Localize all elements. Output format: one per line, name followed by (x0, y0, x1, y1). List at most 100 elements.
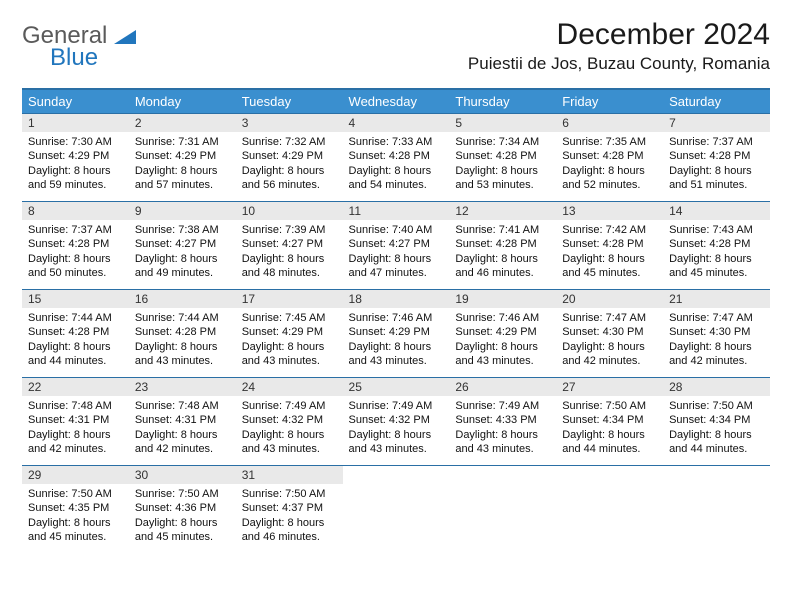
calendar-cell: 20Sunrise: 7:47 AMSunset: 4:30 PMDayligh… (556, 290, 663, 378)
logo-triangle-icon (114, 28, 136, 49)
location-subtitle: Puiestii de Jos, Buzau County, Romania (468, 54, 770, 74)
weekday-header: Tuesday (236, 89, 343, 114)
calendar-cell: 25Sunrise: 7:49 AMSunset: 4:32 PMDayligh… (343, 378, 450, 466)
day-number: 14 (663, 202, 770, 220)
day-number: 7 (663, 114, 770, 132)
day-number: 4 (343, 114, 450, 132)
calendar-cell: 4Sunrise: 7:33 AMSunset: 4:28 PMDaylight… (343, 114, 450, 202)
day-details: Sunrise: 7:50 AMSunset: 4:34 PMDaylight:… (556, 396, 663, 460)
weekday-header: Saturday (663, 89, 770, 114)
calendar-cell: 10Sunrise: 7:39 AMSunset: 4:27 PMDayligh… (236, 202, 343, 290)
day-number: 13 (556, 202, 663, 220)
day-number: 30 (129, 466, 236, 484)
calendar-cell: 27Sunrise: 7:50 AMSunset: 4:34 PMDayligh… (556, 378, 663, 466)
day-details: Sunrise: 7:35 AMSunset: 4:28 PMDaylight:… (556, 132, 663, 196)
day-number: 19 (449, 290, 556, 308)
day-number: 20 (556, 290, 663, 308)
calendar-cell: 11Sunrise: 7:40 AMSunset: 4:27 PMDayligh… (343, 202, 450, 290)
calendar-cell: 5Sunrise: 7:34 AMSunset: 4:28 PMDaylight… (449, 114, 556, 202)
day-number: 6 (556, 114, 663, 132)
calendar-cell: 7Sunrise: 7:37 AMSunset: 4:28 PMDaylight… (663, 114, 770, 202)
calendar-cell: 8Sunrise: 7:37 AMSunset: 4:28 PMDaylight… (22, 202, 129, 290)
day-number: 28 (663, 378, 770, 396)
day-details: Sunrise: 7:49 AMSunset: 4:33 PMDaylight:… (449, 396, 556, 460)
day-number: 23 (129, 378, 236, 396)
calendar-cell: 30Sunrise: 7:50 AMSunset: 4:36 PMDayligh… (129, 466, 236, 554)
day-number: 15 (22, 290, 129, 308)
calendar-cell (663, 466, 770, 554)
day-number: 29 (22, 466, 129, 484)
day-details: Sunrise: 7:46 AMSunset: 4:29 PMDaylight:… (343, 308, 450, 372)
day-details: Sunrise: 7:42 AMSunset: 4:28 PMDaylight:… (556, 220, 663, 284)
calendar-cell (449, 466, 556, 554)
day-number: 8 (22, 202, 129, 220)
day-number: 9 (129, 202, 236, 220)
day-number: 21 (663, 290, 770, 308)
calendar-cell: 9Sunrise: 7:38 AMSunset: 4:27 PMDaylight… (129, 202, 236, 290)
calendar-cell: 1Sunrise: 7:30 AMSunset: 4:29 PMDaylight… (22, 114, 129, 202)
day-number: 27 (556, 378, 663, 396)
calendar-cell: 31Sunrise: 7:50 AMSunset: 4:37 PMDayligh… (236, 466, 343, 554)
day-details: Sunrise: 7:47 AMSunset: 4:30 PMDaylight:… (556, 308, 663, 372)
weekday-header: Sunday (22, 89, 129, 114)
day-number: 18 (343, 290, 450, 308)
calendar-cell: 28Sunrise: 7:50 AMSunset: 4:34 PMDayligh… (663, 378, 770, 466)
calendar-cell: 16Sunrise: 7:44 AMSunset: 4:28 PMDayligh… (129, 290, 236, 378)
calendar-cell: 3Sunrise: 7:32 AMSunset: 4:29 PMDaylight… (236, 114, 343, 202)
day-details: Sunrise: 7:43 AMSunset: 4:28 PMDaylight:… (663, 220, 770, 284)
day-number: 10 (236, 202, 343, 220)
day-number: 3 (236, 114, 343, 132)
day-details: Sunrise: 7:33 AMSunset: 4:28 PMDaylight:… (343, 132, 450, 196)
day-details: Sunrise: 7:40 AMSunset: 4:27 PMDaylight:… (343, 220, 450, 284)
day-number: 2 (129, 114, 236, 132)
calendar-cell: 17Sunrise: 7:45 AMSunset: 4:29 PMDayligh… (236, 290, 343, 378)
day-details: Sunrise: 7:45 AMSunset: 4:29 PMDaylight:… (236, 308, 343, 372)
day-details: Sunrise: 7:37 AMSunset: 4:28 PMDaylight:… (22, 220, 129, 284)
calendar-cell: 21Sunrise: 7:47 AMSunset: 4:30 PMDayligh… (663, 290, 770, 378)
day-details: Sunrise: 7:46 AMSunset: 4:29 PMDaylight:… (449, 308, 556, 372)
day-number: 16 (129, 290, 236, 308)
day-details: Sunrise: 7:34 AMSunset: 4:28 PMDaylight:… (449, 132, 556, 196)
calendar-cell: 14Sunrise: 7:43 AMSunset: 4:28 PMDayligh… (663, 202, 770, 290)
day-details: Sunrise: 7:31 AMSunset: 4:29 PMDaylight:… (129, 132, 236, 196)
day-number: 11 (343, 202, 450, 220)
weekday-header: Thursday (449, 89, 556, 114)
day-number: 1 (22, 114, 129, 132)
day-details: Sunrise: 7:39 AMSunset: 4:27 PMDaylight:… (236, 220, 343, 284)
day-details: Sunrise: 7:37 AMSunset: 4:28 PMDaylight:… (663, 132, 770, 196)
calendar-cell: 6Sunrise: 7:35 AMSunset: 4:28 PMDaylight… (556, 114, 663, 202)
day-details: Sunrise: 7:48 AMSunset: 4:31 PMDaylight:… (22, 396, 129, 460)
calendar-cell: 18Sunrise: 7:46 AMSunset: 4:29 PMDayligh… (343, 290, 450, 378)
day-number: 12 (449, 202, 556, 220)
day-number: 17 (236, 290, 343, 308)
calendar-cell (343, 466, 450, 554)
day-number: 22 (22, 378, 129, 396)
day-details: Sunrise: 7:44 AMSunset: 4:28 PMDaylight:… (22, 308, 129, 372)
day-number: 25 (343, 378, 450, 396)
day-details: Sunrise: 7:50 AMSunset: 4:35 PMDaylight:… (22, 484, 129, 548)
day-details: Sunrise: 7:47 AMSunset: 4:30 PMDaylight:… (663, 308, 770, 372)
weekday-header: Wednesday (343, 89, 450, 114)
day-number: 24 (236, 378, 343, 396)
day-details: Sunrise: 7:30 AMSunset: 4:29 PMDaylight:… (22, 132, 129, 196)
calendar-cell: 15Sunrise: 7:44 AMSunset: 4:28 PMDayligh… (22, 290, 129, 378)
day-number: 5 (449, 114, 556, 132)
day-number: 26 (449, 378, 556, 396)
calendar-cell (556, 466, 663, 554)
day-details: Sunrise: 7:49 AMSunset: 4:32 PMDaylight:… (236, 396, 343, 460)
calendar-cell: 22Sunrise: 7:48 AMSunset: 4:31 PMDayligh… (22, 378, 129, 466)
day-details: Sunrise: 7:50 AMSunset: 4:34 PMDaylight:… (663, 396, 770, 460)
calendar-table: SundayMondayTuesdayWednesdayThursdayFrid… (22, 88, 770, 554)
day-details: Sunrise: 7:44 AMSunset: 4:28 PMDaylight:… (129, 308, 236, 372)
calendar-cell: 23Sunrise: 7:48 AMSunset: 4:31 PMDayligh… (129, 378, 236, 466)
calendar-cell: 24Sunrise: 7:49 AMSunset: 4:32 PMDayligh… (236, 378, 343, 466)
day-details: Sunrise: 7:41 AMSunset: 4:28 PMDaylight:… (449, 220, 556, 284)
weekday-header: Friday (556, 89, 663, 114)
logo: General Blue (22, 22, 136, 72)
calendar-cell: 13Sunrise: 7:42 AMSunset: 4:28 PMDayligh… (556, 202, 663, 290)
day-details: Sunrise: 7:50 AMSunset: 4:37 PMDaylight:… (236, 484, 343, 548)
day-details: Sunrise: 7:49 AMSunset: 4:32 PMDaylight:… (343, 396, 450, 460)
weekday-header: Monday (129, 89, 236, 114)
calendar-cell: 2Sunrise: 7:31 AMSunset: 4:29 PMDaylight… (129, 114, 236, 202)
calendar-cell: 19Sunrise: 7:46 AMSunset: 4:29 PMDayligh… (449, 290, 556, 378)
